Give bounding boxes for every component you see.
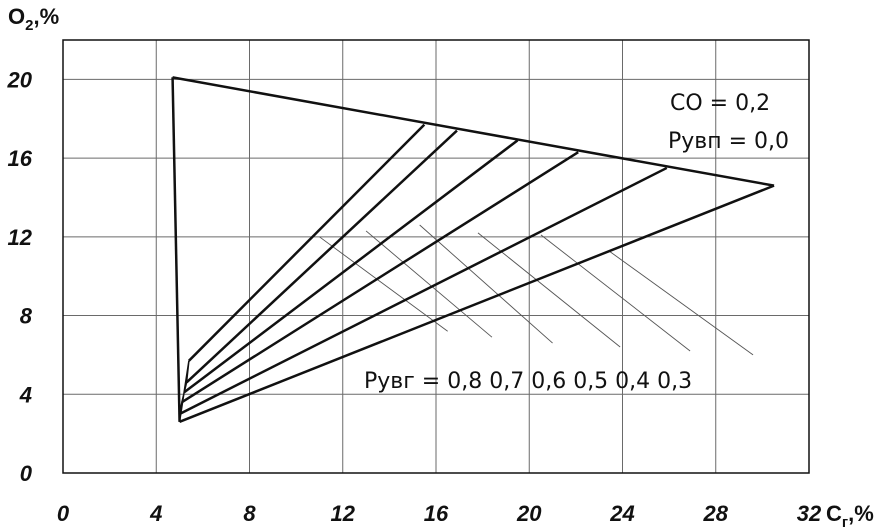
y-axis-title: O2,% bbox=[8, 4, 59, 34]
pyvg-annotation: Pувг = 0,8 0,7 0,6 0,5 0,4 0,3 bbox=[364, 369, 692, 394]
x-axis-title: Cг,% bbox=[826, 501, 874, 528]
x-tick-label: 0 bbox=[57, 501, 70, 526]
x-tick-label: 12 bbox=[331, 501, 356, 526]
series-line-1 bbox=[188, 123, 426, 362]
x-tick-label: 16 bbox=[424, 501, 449, 526]
pyvg-prefix: Pувг = bbox=[364, 369, 440, 394]
series-line-5 bbox=[178, 166, 668, 416]
pyvg-values: 0,8 0,7 0,6 0,5 0,4 0,3 bbox=[447, 369, 692, 394]
isoline-2 bbox=[365, 230, 493, 338]
x-tick-label: 20 bbox=[516, 501, 542, 526]
series-line-4 bbox=[181, 151, 579, 404]
pyvn-annotation: Pувп = 0,0 bbox=[668, 129, 789, 154]
y-tick-label: 16 bbox=[8, 146, 33, 171]
x-tick-label: 32 bbox=[797, 501, 822, 526]
series-lines bbox=[171, 76, 775, 423]
isolines bbox=[319, 224, 754, 356]
x-tick-label: 24 bbox=[609, 501, 634, 526]
series-line-3 bbox=[183, 139, 519, 394]
x-tick-label: 28 bbox=[703, 501, 729, 526]
isoline-1 bbox=[319, 236, 448, 332]
y-tick-label: 0 bbox=[20, 461, 33, 486]
tick-labels: 0 4 8 12 16 20 24 28 32 0 4 8 12 16 20 bbox=[7, 67, 822, 526]
x-tick-label: 4 bbox=[149, 501, 162, 526]
y-tick-label: 8 bbox=[20, 304, 33, 329]
series-line-6 bbox=[179, 184, 775, 423]
x-tick-label: 8 bbox=[243, 501, 256, 526]
isoline-3 bbox=[419, 224, 553, 344]
y-tick-label: 4 bbox=[19, 382, 32, 407]
series-line-2 bbox=[185, 129, 458, 384]
isoline-6 bbox=[608, 250, 754, 356]
isoline-5 bbox=[540, 234, 691, 352]
isoline-4 bbox=[477, 232, 621, 348]
y-tick-label: 20 bbox=[7, 67, 33, 92]
boundary-line bbox=[172, 76, 775, 187]
left-edge-line bbox=[171, 77, 181, 422]
plot-frame bbox=[62, 39, 810, 474]
y-tick-label: 12 bbox=[8, 225, 33, 250]
co-annotation: CO = 0,2 bbox=[670, 91, 770, 116]
